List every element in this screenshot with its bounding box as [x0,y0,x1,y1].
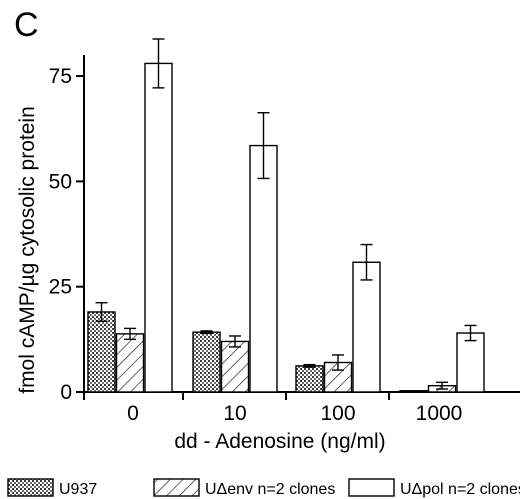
bar-open-1000 [456,332,485,393]
x-tick-label: 10 [223,402,246,425]
x-ticks: 0 10 100 1000 [83,392,463,425]
bar-dots-100 [295,365,324,393]
x-axis-label: dd - Adenosine (ng/ml) [174,430,385,453]
y-tick-label: 0 [60,381,72,404]
bar-open-0 [144,62,173,393]
y-tick-label: 50 [49,170,72,193]
bar-hatch-10 [220,340,250,393]
legend: U937 UΔenv n=2 clones UΔpol n=2 clones [7,478,520,498]
bar-open-100 [352,261,381,393]
bar-open-10 [249,144,278,393]
bar-hatch-0 [115,333,145,393]
x-tick-label: 0 [127,402,139,425]
y-tick-label: 75 [49,65,72,88]
x-tick-label: 100 [320,402,355,425]
legend-swatch [348,478,395,497]
legend-swatch [153,478,200,497]
bar-dots-10 [192,331,221,393]
legend-label: U937 [59,481,97,498]
bar-group [87,38,485,393]
bar-dots-1000 [399,390,428,393]
x-tick-label: 1000 [416,402,463,425]
panel-letter: C [14,6,39,44]
bar-dots-0 [87,311,116,393]
legend-label: UΔpol n=2 clones [400,481,520,498]
y-ticks: 0 25 50 75 [49,65,84,404]
y-axis-label: fmol cAMP/µg cytosolic protein [16,106,39,394]
legend-label: UΔenv n=2 clones [205,481,335,498]
y-tick-label: 25 [49,276,72,299]
legend-swatch [7,478,54,497]
